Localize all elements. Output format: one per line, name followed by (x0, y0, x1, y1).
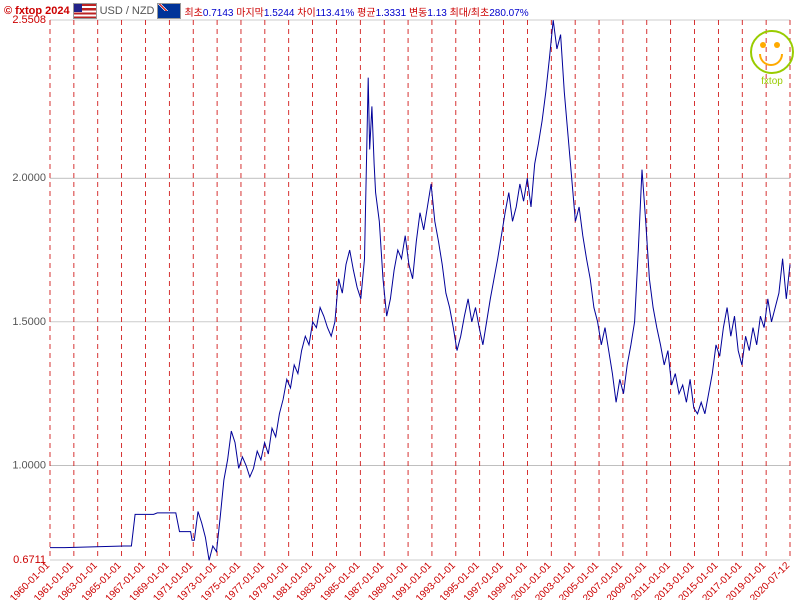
nzd-flag-icon (157, 3, 181, 19)
svg-text:1.5000: 1.5000 (12, 316, 46, 328)
logo-text: fxtop (761, 76, 783, 87)
base-currency: USD (100, 5, 123, 17)
svg-text:2.0000: 2.0000 (12, 172, 46, 184)
smiley-icon (750, 30, 794, 74)
usd-flag-icon (73, 3, 97, 19)
stat-label: 평균 (357, 8, 375, 19)
chart-header: © fxtop 2024 USD / NZD 최초0.7143 마지막1.524… (4, 2, 796, 20)
chart-stats: 최초0.7143 마지막1.5244 차이113.41% 평균1.3331 변동… (184, 4, 528, 19)
fxtop-logo: fxtop (750, 30, 794, 87)
stat-value: 113.41% (316, 8, 358, 19)
pair-separator: / (126, 5, 129, 17)
stat-value: 1.3331 (376, 8, 409, 19)
stat-label: 차이 (297, 8, 315, 19)
stat-value: 1.13 (427, 8, 449, 19)
stat-label: 최대/최초 (450, 8, 490, 19)
stat-value: 1.5244 (264, 8, 297, 19)
quote-currency: NZD (132, 5, 155, 17)
stat-label: 최초 (184, 8, 202, 19)
exchange-rate-chart: 0.67111.00001.50002.00002.55081960-01-01… (0, 0, 800, 600)
stat-label: 마지막 (236, 8, 264, 19)
stat-value: 0.7143 (203, 8, 236, 19)
svg-text:1.0000: 1.0000 (12, 460, 46, 472)
copyright-text: © fxtop 2024 (4, 5, 70, 17)
stat-value: 280.07% (489, 8, 528, 19)
stat-label: 변동 (409, 8, 427, 19)
